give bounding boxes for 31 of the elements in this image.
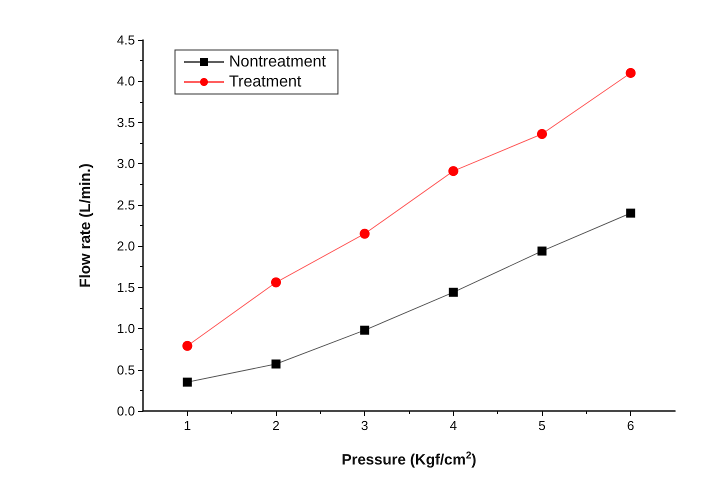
y-axis-title: Flow rate (L/min.): [77, 163, 94, 288]
y-tick-label: 1.0: [116, 321, 135, 336]
point: [360, 326, 370, 335]
x-tick-label: 1: [184, 418, 191, 433]
x-tick-label: 5: [538, 418, 546, 433]
point: [360, 228, 370, 239]
point: [182, 378, 192, 387]
y-tick-label: 4.0: [116, 74, 135, 89]
x-tick-label: 3: [361, 418, 368, 433]
point: [538, 246, 546, 256]
x-tick-label: 2: [272, 418, 280, 433]
x-tick-label: 4: [450, 418, 457, 433]
y-tick-label: 3.5: [116, 114, 135, 130]
y-tick-label: 1.5: [116, 280, 135, 295]
point: [272, 360, 280, 369]
y-tick-label: 3.0: [116, 156, 135, 172]
legend-label: Treatment: [229, 74, 302, 90]
y-tick-label: 4.5: [116, 32, 135, 48]
y-tick-label: 2.5: [116, 197, 135, 212]
point: [271, 277, 281, 288]
point: [448, 166, 458, 176]
point: [448, 288, 458, 297]
y-tick-label: 0.5: [116, 362, 135, 378]
legend-label: Nontreatment: [229, 54, 326, 70]
point: [626, 208, 636, 218]
point: [537, 128, 547, 139]
y-tick-label: 2.0: [116, 238, 135, 254]
point: [626, 68, 636, 78]
x-tick-label: 6: [627, 418, 634, 433]
y-tick-label: 0.0: [116, 404, 135, 418]
point: [182, 340, 192, 351]
